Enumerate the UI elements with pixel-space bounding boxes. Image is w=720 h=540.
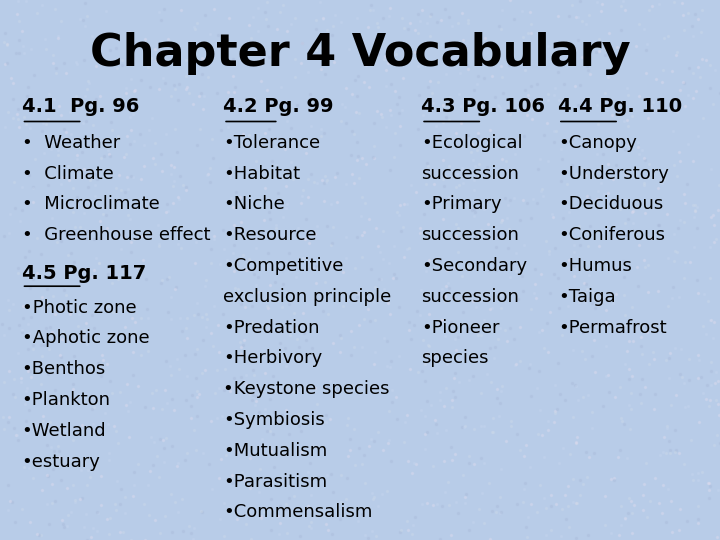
Text: •Deciduous: •Deciduous [558,195,663,213]
Text: •Wetland: •Wetland [22,422,107,440]
Text: •Humus: •Humus [558,257,632,275]
Text: •Resource: •Resource [223,226,317,244]
Text: •Parasitism: •Parasitism [223,472,328,490]
Text: •estuary: •estuary [22,453,101,470]
Text: •Photic zone: •Photic zone [22,299,136,316]
Text: •Niche: •Niche [223,195,285,213]
Text: exclusion principle: exclusion principle [223,288,392,306]
Text: •Understory: •Understory [558,165,669,183]
Text: •Primary: •Primary [421,195,502,213]
Text: •  Microclimate: • Microclimate [22,195,159,213]
Text: •Ecological: •Ecological [421,134,523,152]
Text: •Secondary: •Secondary [421,257,527,275]
Text: 4.4 Pg. 110: 4.4 Pg. 110 [558,97,682,116]
Text: •Predation: •Predation [223,319,320,336]
Text: 4.1  Pg. 96: 4.1 Pg. 96 [22,97,139,116]
Text: •Herbivory: •Herbivory [223,349,323,367]
Text: •Coniferous: •Coniferous [558,226,665,244]
Text: •Keystone species: •Keystone species [223,380,390,398]
Text: species: species [421,349,489,367]
Text: 4.3 Pg. 106: 4.3 Pg. 106 [421,97,545,116]
Text: •  Climate: • Climate [22,165,113,183]
Text: •Competitive: •Competitive [223,257,343,275]
Text: •Aphotic zone: •Aphotic zone [22,329,149,347]
Text: •Pioneer: •Pioneer [421,319,500,336]
Text: •Plankton: •Plankton [22,391,111,409]
Text: Chapter 4 Vocabulary: Chapter 4 Vocabulary [90,32,630,76]
Text: •Taiga: •Taiga [558,288,616,306]
Text: •Habitat: •Habitat [223,165,300,183]
Text: •Permafrost: •Permafrost [558,319,667,336]
Text: succession: succession [421,165,519,183]
Text: •Mutualism: •Mutualism [223,442,328,460]
Text: •Tolerance: •Tolerance [223,134,320,152]
Text: 4.5 Pg. 117: 4.5 Pg. 117 [22,264,146,282]
Text: •  Weather: • Weather [22,134,120,152]
Text: •Canopy: •Canopy [558,134,637,152]
Text: 4.2 Pg. 99: 4.2 Pg. 99 [223,97,333,116]
Text: succession: succession [421,288,519,306]
Text: •Benthos: •Benthos [22,360,106,378]
Text: •Commensalism: •Commensalism [223,503,372,521]
Text: •  Greenhouse effect: • Greenhouse effect [22,226,210,244]
Text: •Symbiosis: •Symbiosis [223,411,325,429]
Text: succession: succession [421,226,519,244]
